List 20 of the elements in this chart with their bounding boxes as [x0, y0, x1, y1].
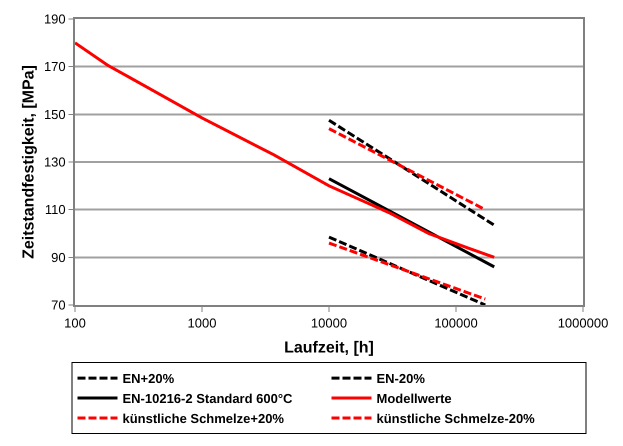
- x-tick-label: 1000: [188, 315, 216, 330]
- legend-label: EN-20%: [376, 371, 426, 386]
- legend-label: Modellwerte: [376, 391, 452, 406]
- y-tick-label: 130: [44, 154, 66, 170]
- x-tick-label: 100000: [434, 315, 478, 330]
- y-tick-label: 70: [51, 298, 66, 313]
- x-axis-title: Laufzeit, [h]: [284, 340, 374, 357]
- legend-label: EN-10216-2 Standard 600°C: [122, 391, 294, 406]
- y-tick-label: 150: [44, 106, 66, 122]
- x-tick-label: 100: [64, 315, 86, 330]
- y-tick-label: 170: [44, 59, 66, 74]
- y-axis-title: Zeitstandfestigkeit, [MPa]: [20, 65, 38, 259]
- legend-label: künstliche Schmelze+20%: [122, 411, 284, 426]
- legend-label: künstliche Schmelze-20%: [376, 411, 536, 426]
- x-tick-label: 10000: [310, 315, 348, 330]
- y-tick-label: 90: [51, 250, 66, 265]
- y-tick-label: 190: [44, 12, 66, 27]
- y-tick-label: 110: [44, 202, 66, 218]
- legend-label: EN+20%: [122, 371, 175, 386]
- x-tick-label: 1000000: [558, 315, 608, 330]
